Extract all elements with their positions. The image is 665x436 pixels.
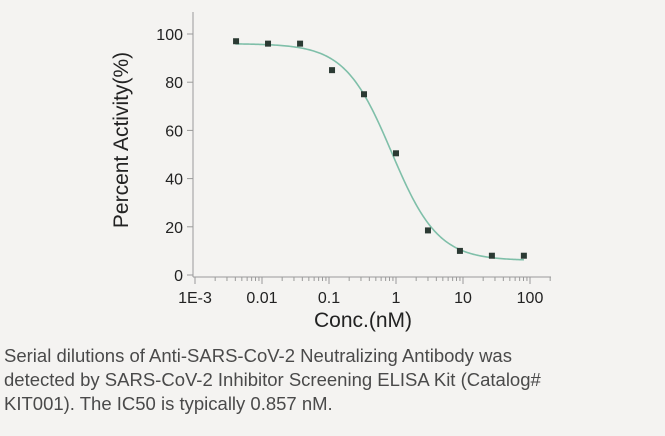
y-tick-label: 60 [165, 123, 183, 140]
data-point [329, 67, 336, 74]
x-tick-label: 0.1 [318, 290, 340, 307]
y-tick-label: 0 [174, 268, 183, 285]
x-tick-label: 0.01 [246, 290, 277, 307]
x-tick-label: 1 [392, 290, 401, 307]
axes: 1E-3 0.01 0.1 1 10 100 0 20 40 60 80 100 [156, 12, 551, 307]
figure-caption: Serial dilutions of Anti-SARS-CoV-2 Neut… [4, 345, 541, 414]
data-points [233, 38, 527, 259]
y-tick-label: 80 [165, 75, 183, 92]
data-point [297, 40, 304, 47]
x-tick-label: 100 [517, 290, 544, 307]
data-point [488, 252, 495, 259]
y-tick-label: 40 [165, 172, 183, 189]
y-tick-label: 100 [156, 27, 183, 44]
x-axis-ticks: 1E-3 0.01 0.1 1 10 100 [178, 277, 543, 307]
data-point [424, 227, 431, 234]
x-axis-title: Conc.(nM) [314, 309, 412, 332]
x-tick-label: 10 [454, 290, 472, 307]
data-point [265, 40, 272, 47]
fit-curve [235, 43, 524, 261]
data-point [520, 252, 527, 259]
x-axis-minor-ticks [214, 277, 551, 281]
y-axis-ticks: 0 20 40 60 80 100 [156, 27, 193, 285]
data-point [361, 91, 368, 98]
dose-response-chart: 1E-3 0.01 0.1 1 10 100 0 20 40 60 80 100 Conc.(nM)… [110, 12, 551, 332]
data-point [393, 150, 399, 157]
data-point [233, 38, 240, 45]
x-tick-label: 1E-3 [178, 290, 212, 307]
y-tick-label: 20 [165, 220, 183, 237]
data-point [456, 247, 463, 254]
y-axis-title: Percent Activity(%) [110, 52, 133, 228]
